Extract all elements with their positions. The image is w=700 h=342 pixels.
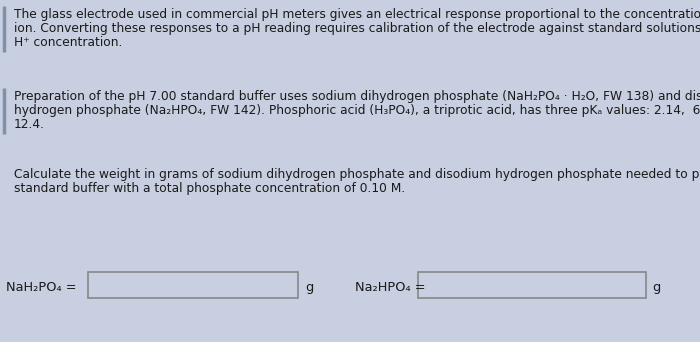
Text: ion. Converting these responses to a pH reading requires calibration of the elec: ion. Converting these responses to a pH … bbox=[14, 22, 700, 35]
Text: 12.4.: 12.4. bbox=[14, 118, 45, 131]
Text: Preparation of the pH 7.00 standard buffer uses sodium dihydrogen phosphate (NaH: Preparation of the pH 7.00 standard buff… bbox=[14, 90, 700, 103]
Text: standard buffer with a total phosphate concentration of 0.10 M.: standard buffer with a total phosphate c… bbox=[14, 182, 405, 195]
Text: H⁺ concentration.: H⁺ concentration. bbox=[14, 36, 122, 49]
Text: NaH₂PO₄ =: NaH₂PO₄ = bbox=[6, 281, 76, 294]
FancyBboxPatch shape bbox=[88, 272, 298, 298]
Text: The glass electrode used in commercial pH meters gives an electrical response pr: The glass electrode used in commercial p… bbox=[14, 8, 700, 21]
Text: g: g bbox=[652, 281, 660, 294]
Text: Calculate the weight in grams of sodium dihydrogen phosphate and disodium hydrog: Calculate the weight in grams of sodium … bbox=[14, 168, 700, 181]
Text: g: g bbox=[305, 281, 314, 294]
Text: Na₂HPO₄ =: Na₂HPO₄ = bbox=[355, 281, 426, 294]
Text: hydrogen phosphate (Na₂HPO₄, FW 142). Phosphoric acid (H₃PO₄), a triprotic acid,: hydrogen phosphate (Na₂HPO₄, FW 142). Ph… bbox=[14, 104, 700, 117]
FancyBboxPatch shape bbox=[418, 272, 646, 298]
